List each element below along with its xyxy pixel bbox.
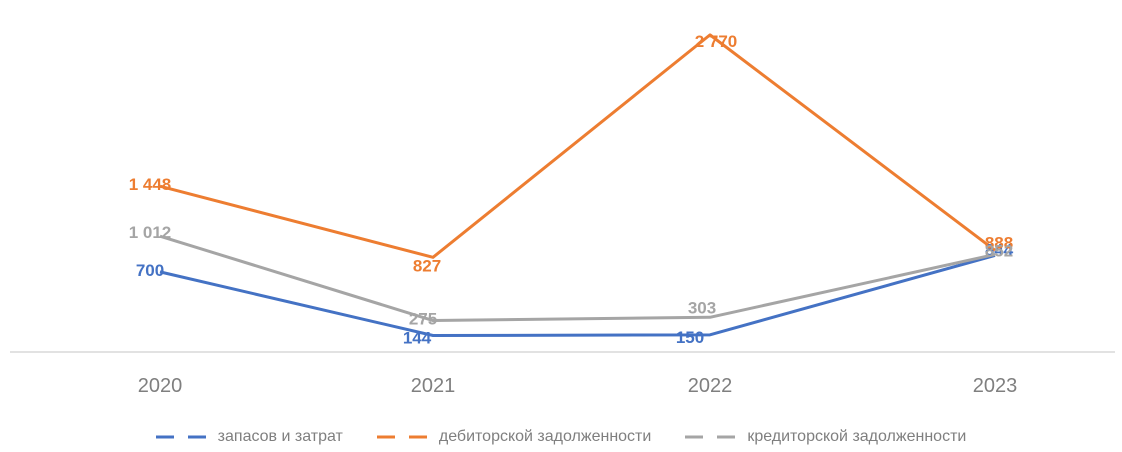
legend-item: дебиторской задолженности — [376, 428, 652, 446]
data-label: 827 — [413, 256, 441, 275]
legend: запасов и затрат дебиторской задолженност… — [0, 422, 1122, 452]
legend-swatch — [685, 435, 736, 439]
data-label: 303 — [688, 298, 716, 317]
data-label: 1 448 — [129, 175, 172, 194]
legend-swatch — [155, 435, 206, 439]
x-tick-label: 2022 — [688, 375, 733, 397]
data-label: 2 770 — [695, 32, 738, 51]
series-layer: 700 144 150 844 1 448 827 2 770 888 1 012 275 303 8… — [129, 32, 1014, 348]
legend-item: кредиторской задолженности — [685, 428, 966, 446]
x-tick-labels: 2020 2021 2022 2023 — [138, 375, 1018, 397]
data-label: 700 — [136, 261, 164, 280]
legend-swatch — [376, 435, 427, 439]
x-tick-label: 2023 — [973, 375, 1018, 397]
data-label: 888 — [985, 233, 1013, 252]
legend-item: запасов и затрат — [155, 428, 343, 446]
legend-label: дебиторской задолженности — [438, 428, 652, 445]
data-label: 844 — [985, 240, 1014, 259]
legend-label: запасов и затрат — [217, 428, 343, 445]
x-tick-label: 2021 — [411, 375, 456, 397]
series-line — [159, 253, 996, 338]
series-line — [159, 234, 996, 323]
data-label: 275 — [409, 310, 437, 329]
series-line — [159, 33, 996, 259]
legend-label: кредиторской задолженности — [747, 428, 967, 445]
data-label: 1 012 — [129, 223, 172, 242]
data-label: 150 — [676, 328, 704, 347]
data-label: 852 — [985, 241, 1013, 260]
data-label: 144 — [403, 329, 432, 348]
line-chart: 700 144 150 844 1 448 827 2 770 888 1 012 275 303 8… — [10, 32, 1115, 397]
x-tick-label: 2020 — [138, 375, 183, 397]
